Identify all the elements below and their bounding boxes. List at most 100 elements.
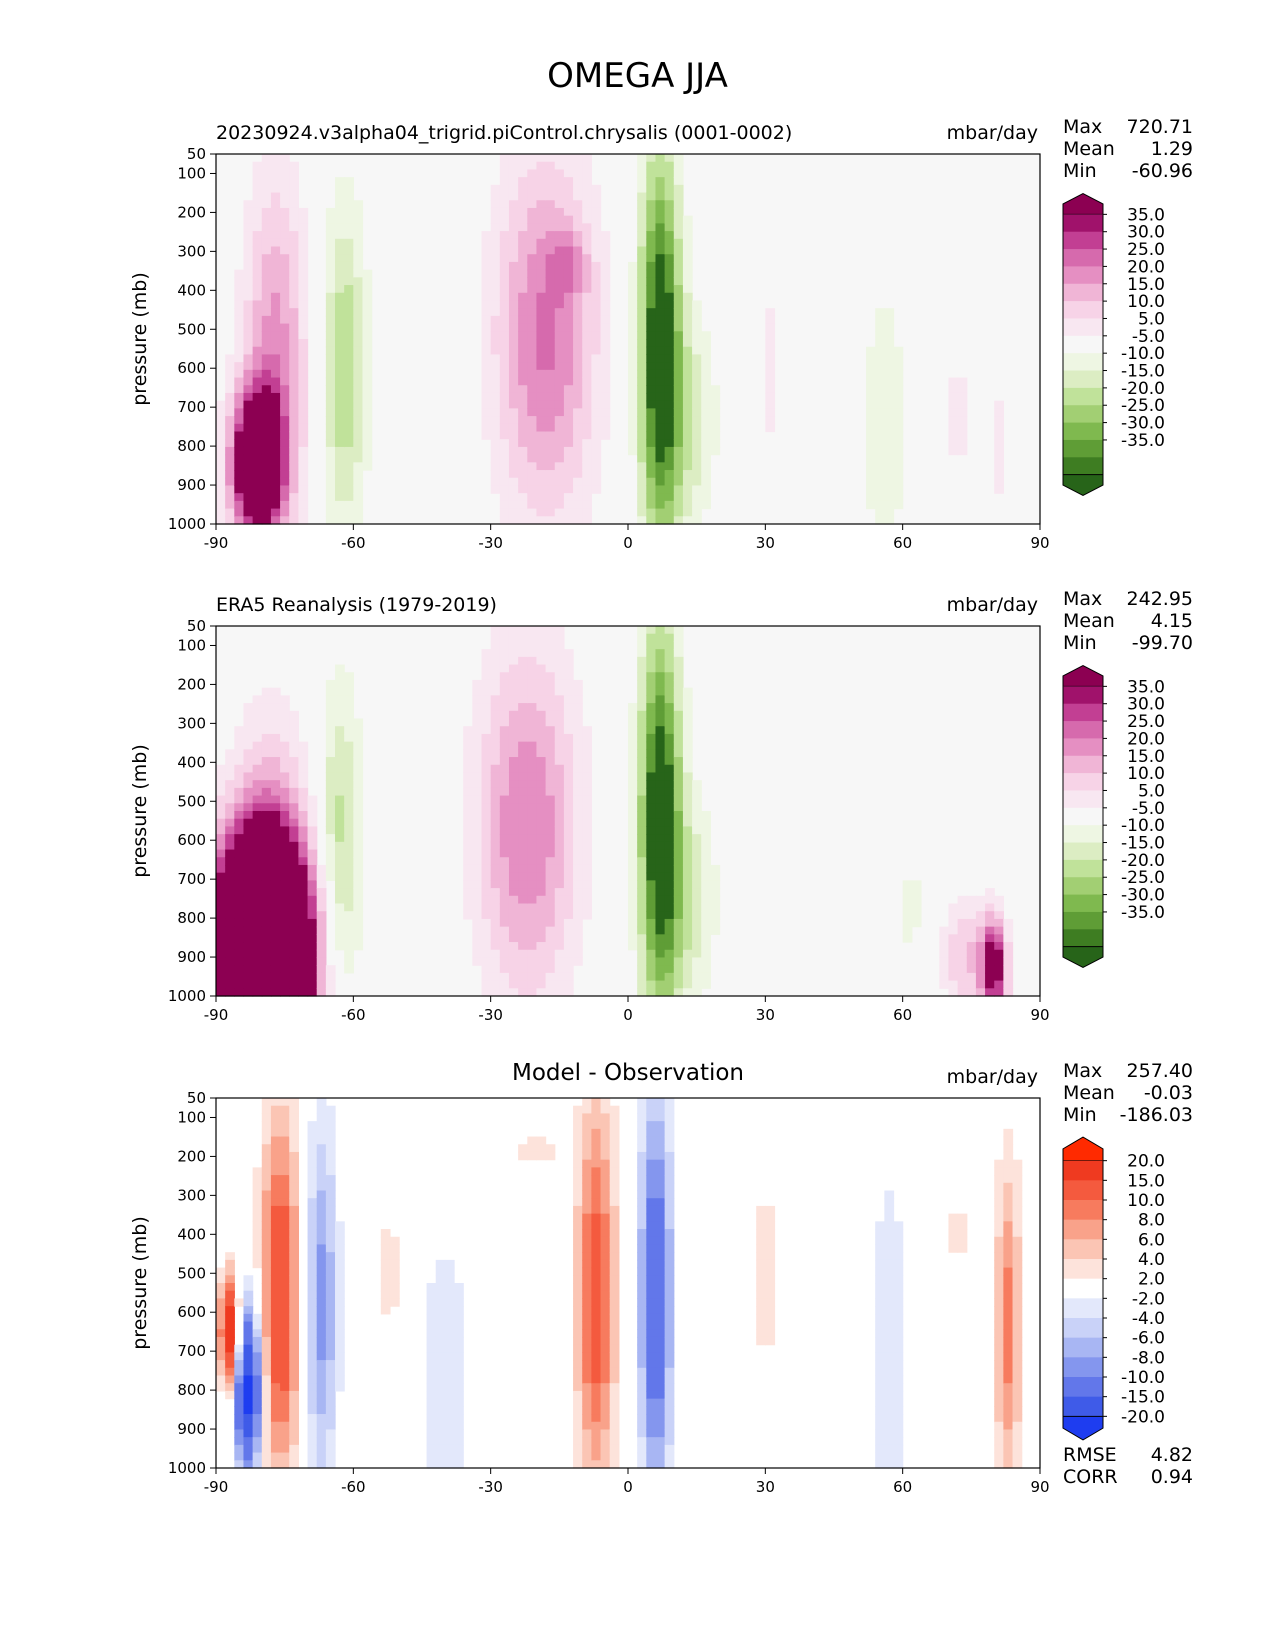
contour-cell — [893, 1267, 904, 1276]
contour-cell — [591, 377, 602, 386]
contour-cell — [225, 857, 235, 866]
contour-cell — [252, 354, 263, 363]
contour-cell — [682, 826, 693, 835]
contour-cell — [875, 1275, 885, 1284]
contour-cell — [325, 1259, 336, 1269]
contour-cell — [536, 462, 547, 471]
contour-cell — [646, 1306, 657, 1315]
contour-cell — [270, 485, 281, 494]
contour-cell — [243, 1460, 254, 1469]
contour-cell — [280, 1344, 290, 1353]
contour-cell — [335, 1290, 345, 1300]
contour-cell — [353, 323, 364, 332]
contour-cell — [527, 718, 538, 727]
contour-cell — [353, 446, 364, 456]
contour-cell — [472, 926, 483, 935]
contour-cell — [664, 664, 675, 673]
contour-cell — [591, 1290, 602, 1300]
contour-cell — [225, 980, 235, 989]
contour-cell — [289, 818, 299, 828]
contour-cell — [673, 926, 684, 935]
contour-cell — [554, 446, 565, 456]
contour-cell — [765, 315, 776, 325]
contour-cell — [536, 446, 547, 456]
contour-cell — [637, 1190, 647, 1199]
contour-cell — [692, 339, 702, 348]
contour-cell — [289, 462, 299, 471]
contour-cell — [600, 238, 611, 248]
contour-cell — [948, 1236, 959, 1246]
contour-cell — [289, 315, 299, 325]
contour-cell — [664, 1429, 675, 1438]
contour-cell — [490, 780, 501, 789]
contour-cell — [298, 362, 309, 371]
contour-cell — [216, 416, 226, 425]
contour-cell — [234, 795, 245, 804]
contour-cell — [261, 392, 272, 402]
contour-cell — [975, 903, 986, 912]
contour-cell — [225, 1298, 235, 1307]
contour-cell — [325, 470, 336, 479]
contour-cell — [444, 1452, 455, 1461]
contour-cell — [600, 408, 611, 417]
contour-cell — [225, 1252, 235, 1261]
contour-cell — [975, 895, 986, 905]
contour-cell — [389, 1275, 400, 1284]
contour-cell — [1003, 942, 1014, 951]
contour-cell — [600, 1383, 611, 1392]
contour-cell — [1003, 1175, 1014, 1184]
contour-cell — [225, 477, 235, 487]
contour-cell — [518, 431, 528, 440]
contour-cell — [545, 184, 556, 194]
contour-cell — [527, 408, 538, 417]
contour-cell — [481, 772, 492, 781]
y-tick-label: 900 — [177, 1420, 206, 1438]
contour-cell — [893, 477, 904, 487]
contour-cell — [463, 757, 473, 766]
contour-cell — [499, 972, 510, 982]
contour-cell — [536, 780, 547, 789]
contour-cell — [316, 957, 327, 966]
contour-cell — [335, 864, 345, 874]
contour-cell — [536, 872, 547, 881]
contour-cell — [225, 988, 235, 997]
contour-cell — [518, 1144, 528, 1153]
contour-cell — [508, 462, 519, 471]
contour-cell — [582, 1121, 592, 1130]
contour-cell — [884, 1421, 895, 1431]
contour-cell — [582, 1205, 592, 1215]
colorbar-label: 20.0 — [1127, 729, 1165, 749]
contour-cell — [289, 1098, 299, 1107]
contour-cell — [216, 818, 226, 828]
contour-cell — [335, 261, 345, 271]
contour-cell — [682, 803, 693, 812]
x-tick-label: -60 — [341, 1006, 366, 1024]
contour-cell — [573, 1151, 583, 1161]
contour-plot: -90 -60 -30 0 30 60 90501002003004005006007008… — [129, 145, 1165, 552]
contour-cell — [216, 431, 226, 440]
contour-cell — [536, 926, 547, 935]
contour-cell — [289, 508, 299, 517]
contour-cell — [600, 231, 611, 240]
contour-cell — [582, 1252, 592, 1261]
contour-cell — [875, 1367, 885, 1377]
contour-cell — [518, 439, 528, 448]
contour-cell — [325, 385, 336, 394]
contour-cell — [966, 926, 977, 935]
contour-cell — [270, 972, 281, 982]
contour-cell — [481, 826, 492, 835]
contour-cell — [270, 261, 281, 271]
contour-cell — [380, 1267, 391, 1276]
contour-cell — [307, 1344, 318, 1353]
colorbar-label: 25.0 — [1127, 240, 1165, 260]
contour-cell — [316, 1236, 327, 1246]
contour-cell — [637, 462, 647, 471]
contour-cell — [765, 1336, 776, 1346]
contour-cell — [875, 392, 885, 402]
contour-cell — [481, 261, 492, 271]
contour-cell — [545, 177, 556, 186]
contour-cell — [280, 710, 290, 720]
colorbar-segment — [1063, 301, 1103, 319]
contour-cell — [664, 1306, 675, 1315]
contour-cell — [875, 1313, 885, 1323]
